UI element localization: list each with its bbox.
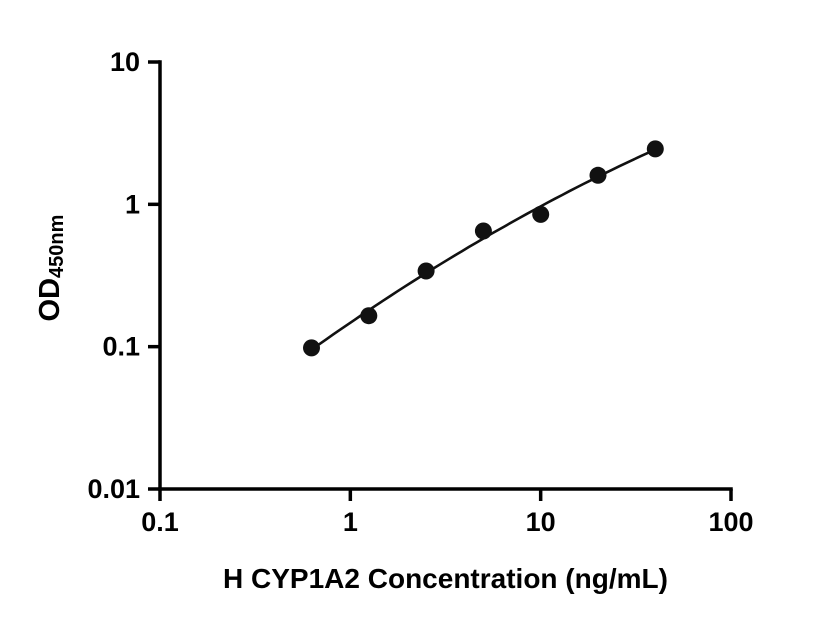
y-axis-tick-label: 0.1 xyxy=(102,332,140,362)
x-axis-title: H CYP1A2 Concentration (ng/mL) xyxy=(223,563,668,594)
y-axis-tick-label: 10 xyxy=(110,47,140,77)
x-axis-tick-label: 100 xyxy=(708,507,753,537)
y-axis-title-sub: 450nm xyxy=(46,214,68,278)
data-point xyxy=(360,307,378,325)
data-point xyxy=(303,339,320,357)
y-axis-tick-label: 1 xyxy=(125,189,140,219)
data-point xyxy=(474,222,492,240)
x-axis-tick-label: 1 xyxy=(343,507,358,537)
y-axis-title: OD450nm xyxy=(33,158,68,378)
data-point xyxy=(589,166,607,184)
x-axis-tick-label: 0.1 xyxy=(141,507,179,537)
data-point xyxy=(646,140,664,158)
data-point xyxy=(532,205,550,223)
y-axis-title-main: OD xyxy=(34,277,66,322)
y-axis-tick-label: 0.01 xyxy=(87,474,140,504)
x-axis-tick-label: 10 xyxy=(526,507,556,537)
data-point xyxy=(417,262,435,280)
